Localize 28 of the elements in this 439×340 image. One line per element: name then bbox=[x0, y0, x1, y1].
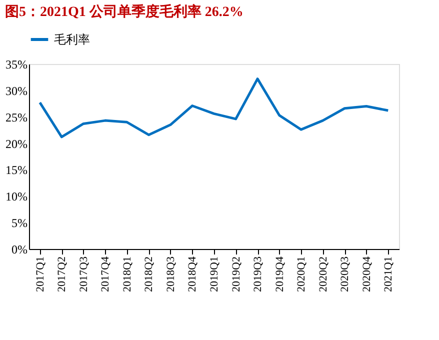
x-tick-label: 2020Q3 bbox=[339, 256, 352, 292]
x-tick-label: 2018Q4 bbox=[186, 256, 199, 292]
x-tick-label: 2017Q1 bbox=[34, 256, 46, 292]
x-tick-label: 2020Q2 bbox=[317, 256, 330, 292]
x-tick-label: 2017Q2 bbox=[56, 256, 68, 292]
x-tick-label: 2019Q3 bbox=[252, 256, 264, 292]
y-tick-label: 20% bbox=[6, 136, 28, 151]
y-tick-label: 30% bbox=[6, 84, 28, 98]
y-tick-label: 15% bbox=[6, 163, 28, 178]
y-tick-label: 10% bbox=[6, 190, 28, 204]
y-tick-label: 35% bbox=[6, 58, 28, 72]
x-tick-label: 2019Q2 bbox=[230, 256, 242, 292]
y-tick-label: 0% bbox=[12, 242, 28, 256]
x-tick-label: 2017Q4 bbox=[100, 256, 112, 292]
x-tick-label: 2018Q1 bbox=[121, 256, 134, 292]
x-tick-label: 2018Q2 bbox=[143, 256, 156, 292]
x-tick-label: 2018Q3 bbox=[164, 256, 177, 292]
y-tick-label: 5% bbox=[12, 216, 28, 230]
x-tick-label: 2021Q1 bbox=[382, 256, 395, 292]
x-tick-label: 2019Q1 bbox=[208, 256, 220, 292]
chart-title: 图5：2021Q1 公司单季度毛利率 26.2% bbox=[5, 3, 244, 20]
legend-label: 毛利率 bbox=[54, 32, 90, 46]
x-tick-label: 2019Q4 bbox=[274, 256, 286, 292]
x-tick-label: 2020Q1 bbox=[296, 256, 308, 292]
y-tick-label: 25% bbox=[6, 110, 28, 124]
x-tick-label: 2017Q3 bbox=[78, 256, 90, 292]
x-tick-label: 2020Q4 bbox=[360, 256, 373, 292]
line-series bbox=[38, 78, 390, 138]
